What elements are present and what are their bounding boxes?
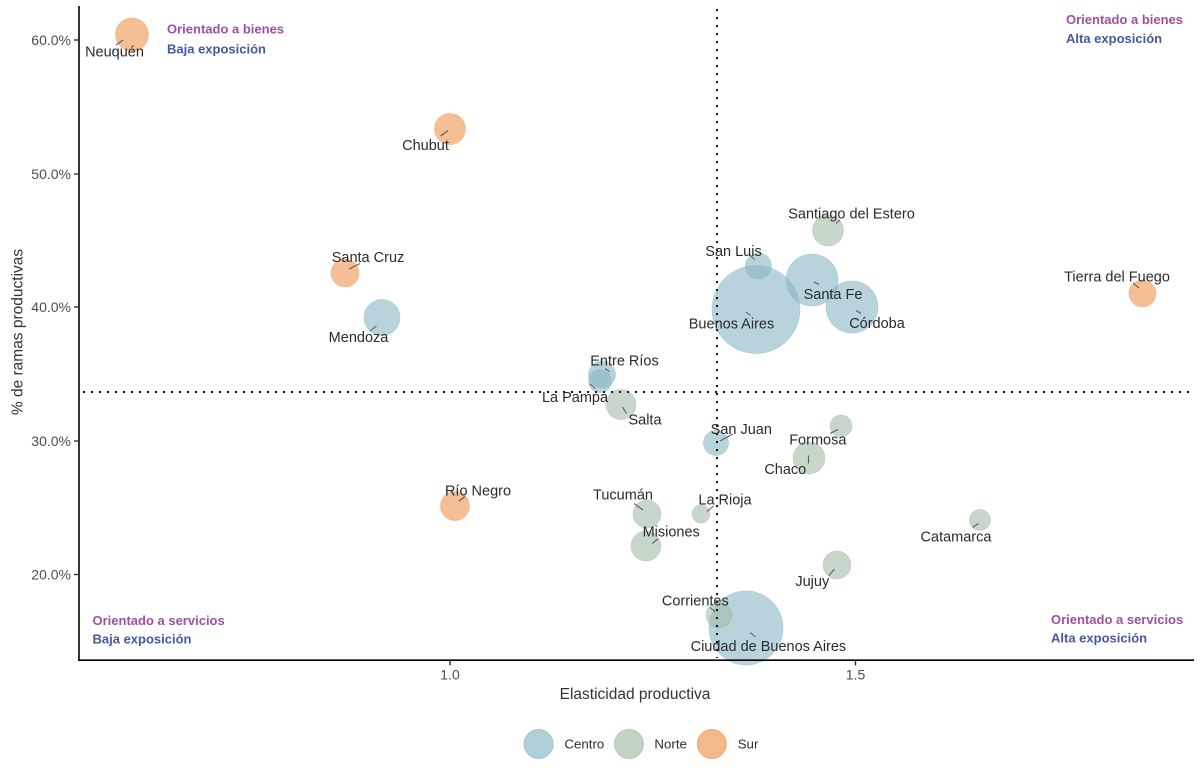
svg-text:Córdoba: Córdoba	[849, 316, 906, 332]
svg-text:Sur: Sur	[738, 736, 759, 751]
svg-text:Centro: Centro	[564, 736, 604, 751]
svg-text:Salta: Salta	[628, 413, 662, 429]
svg-text:San Luis: San Luis	[705, 244, 761, 260]
svg-text:Buenos Aires: Buenos Aires	[689, 317, 774, 333]
svg-text:60.0%: 60.0%	[31, 32, 71, 48]
svg-text:Jujuy: Jujuy	[795, 574, 830, 590]
svg-text:Orientado a bienes: Orientado a bienes	[1066, 12, 1183, 27]
svg-text:Baja exposición: Baja exposición	[167, 42, 266, 57]
svg-text:Santa Fe: Santa Fe	[804, 287, 863, 303]
svg-text:Orientado a servicios: Orientado a servicios	[93, 613, 225, 628]
svg-text:Tierra del Fuego: Tierra del Fuego	[1064, 270, 1170, 286]
svg-text:20.0%: 20.0%	[31, 567, 71, 583]
svg-text:50.0%: 50.0%	[31, 166, 71, 182]
svg-text:Baja exposición: Baja exposición	[93, 632, 192, 647]
svg-text:Santa Cruz: Santa Cruz	[332, 250, 405, 266]
svg-text:Mendoza: Mendoza	[329, 330, 390, 346]
svg-text:La Rioja: La Rioja	[698, 493, 752, 509]
svg-text:Misiones: Misiones	[643, 525, 700, 541]
svg-text:Ciudad de Buenos Aires: Ciudad de Buenos Aires	[691, 639, 847, 655]
svg-text:Chaco: Chaco	[764, 462, 806, 478]
svg-text:Norte: Norte	[654, 736, 687, 751]
svg-text:Alta exposición: Alta exposición	[1051, 631, 1147, 646]
svg-text:San Juan: San Juan	[711, 422, 772, 438]
svg-text:Santiago del Estero: Santiago del Estero	[788, 207, 915, 223]
svg-text:1.0: 1.0	[440, 667, 460, 683]
svg-text:30.0%: 30.0%	[31, 433, 71, 449]
svg-text:% de ramas productivas: % de ramas productivas	[10, 249, 27, 416]
svg-text:Neuquén: Neuquén	[85, 45, 144, 61]
svg-text:Elasticidad productiva: Elasticidad productiva	[560, 686, 711, 703]
svg-text:Río Negro: Río Negro	[445, 484, 511, 500]
svg-text:1.5: 1.5	[846, 667, 866, 683]
svg-text:Orientado a servicios: Orientado a servicios	[1051, 612, 1183, 627]
svg-text:Formosa: Formosa	[789, 433, 847, 449]
svg-text:Tucumán: Tucumán	[593, 488, 653, 504]
svg-text:La Pampa: La Pampa	[542, 390, 609, 406]
svg-text:Corrientes: Corrientes	[662, 593, 729, 609]
svg-text:Orientado a bienes: Orientado a bienes	[167, 22, 284, 37]
svg-text:Chubut: Chubut	[402, 138, 449, 154]
svg-text:Catamarca: Catamarca	[921, 530, 993, 546]
svg-text:40.0%: 40.0%	[31, 299, 71, 315]
svg-text:Alta exposición: Alta exposición	[1066, 31, 1162, 46]
svg-text:Entre Ríos: Entre Ríos	[590, 354, 659, 370]
